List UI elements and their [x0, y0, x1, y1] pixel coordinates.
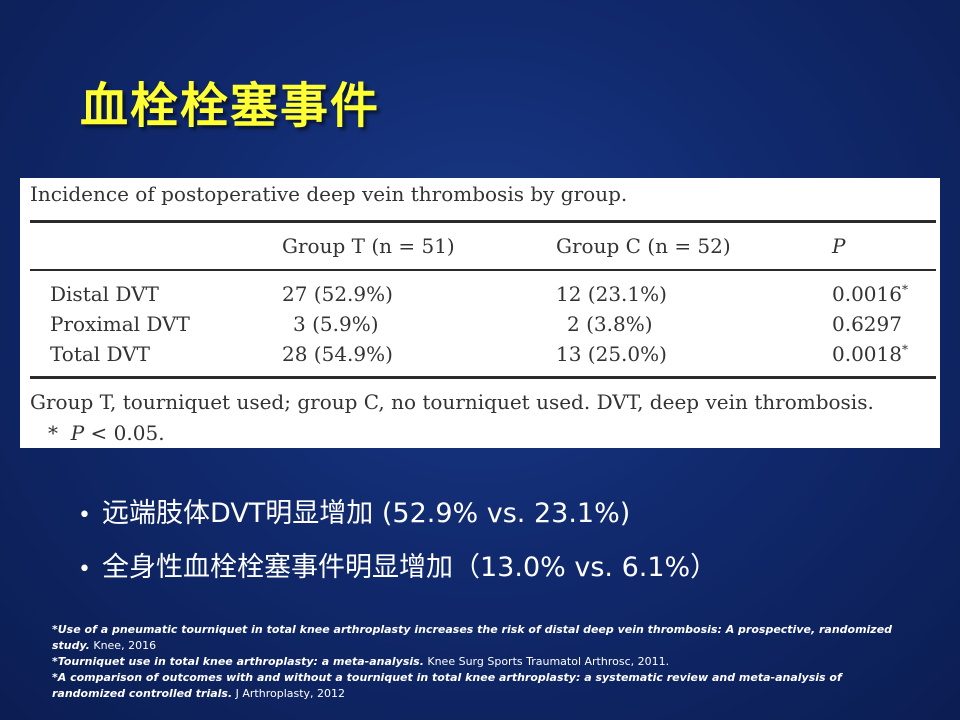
dvt-table-panel: Incidence of postoperative deep vein thr…: [20, 178, 940, 448]
row-p-value: 0.0016*: [832, 282, 908, 306]
reference-source: Knee, 2016: [89, 639, 157, 652]
p-value-text: 0.0016: [832, 282, 902, 306]
reference-item: *Use of a pneumatic tourniquet in total …: [52, 622, 912, 654]
row-label: Total DVT: [50, 342, 151, 366]
table-header-rule: [30, 269, 936, 271]
row-group-c: 13 (25.0%): [556, 342, 667, 366]
row-p-value: 0.6297: [832, 312, 902, 336]
footnote-p: P: [70, 421, 85, 445]
bullet-text: 远端肢体DVT明显增加 (52.9% vs. 23.1%): [102, 498, 631, 529]
reference-title: *Use of a pneumatic tourniquet in total …: [52, 623, 893, 652]
bullet-marker: •: [78, 557, 91, 582]
row-label: Proximal DVT: [50, 312, 190, 336]
significance-footnote: * P < 0.05.: [48, 421, 165, 445]
bullet-marker: •: [78, 503, 91, 528]
row-group-c: 2 (3.8%): [567, 312, 653, 336]
reference-source: Knee Surg Sports Traumatol Arthrosc, 201…: [423, 655, 670, 668]
reference-item: *Tourniquet use in total knee arthroplas…: [52, 654, 912, 670]
table-caption: Incidence of postoperative deep vein thr…: [30, 182, 628, 206]
reference-item: *A comparison of outcomes with and witho…: [52, 670, 912, 702]
row-group-c: 12 (23.1%): [556, 282, 667, 306]
table-bottom-rule: [30, 376, 936, 379]
significance-mark: *: [901, 342, 908, 357]
table-top-rule: [30, 220, 936, 223]
significance-mark: *: [901, 282, 908, 297]
bullet-item: • 全身性血栓栓塞事件明显增加（13.0% vs. 6.1%）: [78, 542, 717, 596]
bullet-list: • 远端肢体DVT明显增加 (52.9% vs. 23.1%) • 全身性血栓栓塞事…: [78, 488, 717, 596]
reference-title: *A comparison of outcomes with and witho…: [52, 671, 842, 700]
footnote-threshold: < 0.05.: [84, 421, 165, 445]
header-group-c: Group C (n = 52): [556, 234, 731, 258]
p-value-text: 0.6297: [832, 312, 902, 336]
header-group-t: Group T (n = 51): [282, 234, 455, 258]
row-group-t: 28 (54.9%): [282, 342, 393, 366]
footnote-star: *: [48, 421, 58, 445]
header-p: P: [832, 234, 846, 258]
p-value-text: 0.0018: [832, 342, 902, 366]
bullet-text: 全身性血栓栓塞事件明显增加（13.0% vs. 6.1%）: [102, 552, 718, 583]
row-group-t: 27 (52.9%): [282, 282, 393, 306]
bullet-item: • 远端肢体DVT明显增加 (52.9% vs. 23.1%): [78, 488, 717, 542]
references: *Use of a pneumatic tourniquet in total …: [52, 622, 912, 702]
reference-title: *Tourniquet use in total knee arthroplas…: [52, 655, 424, 668]
row-group-t: 3 (5.9%): [293, 312, 379, 336]
slide-title: 血栓栓塞事件: [80, 78, 381, 134]
table-footnote: Group T, tourniquet used; group C, no to…: [30, 390, 874, 414]
row-p-value: 0.0018*: [832, 342, 908, 366]
row-label: Distal DVT: [50, 282, 159, 306]
reference-source: J Arthroplasty, 2012: [232, 687, 346, 700]
